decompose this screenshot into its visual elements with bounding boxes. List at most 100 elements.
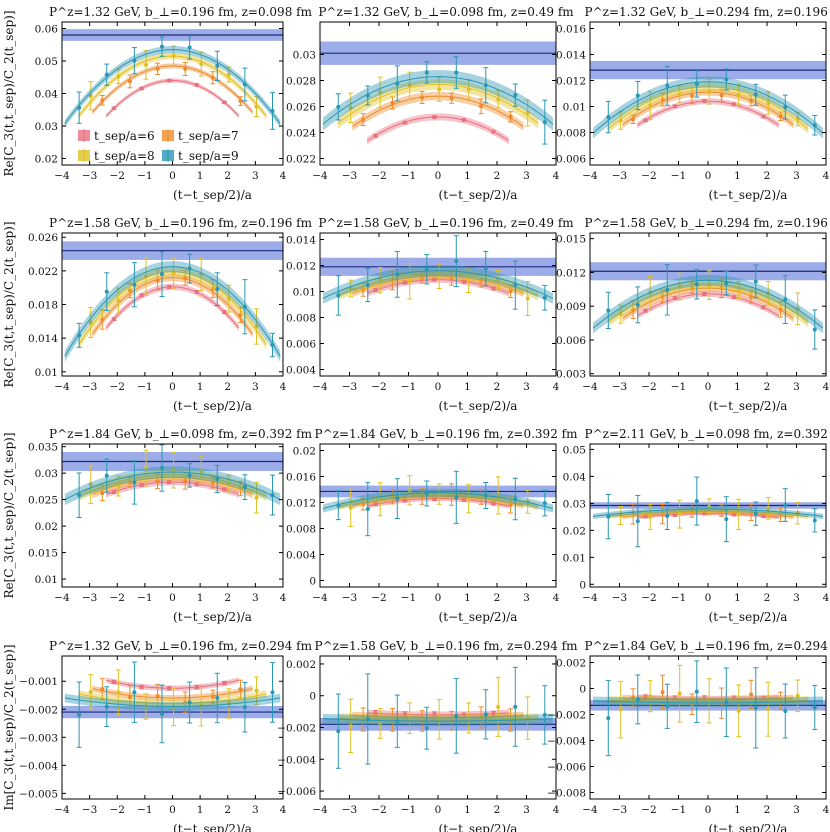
data-point-tsep8 <box>466 702 472 734</box>
data-point-tsep8 <box>407 702 413 734</box>
marker <box>111 679 116 684</box>
marker <box>454 70 459 75</box>
data-point-tsep9 <box>453 235 459 288</box>
marker <box>194 685 199 690</box>
marker <box>665 287 670 292</box>
fit-line-tsep7 <box>92 65 253 113</box>
x-tick-label: 2 <box>224 170 231 182</box>
x-axis-label: (t−t_sep/2)/a <box>709 399 788 413</box>
data-point-tsep6 <box>139 684 145 690</box>
data-point-tsep8 <box>88 307 94 338</box>
x-tick-label: 0 <box>435 804 442 816</box>
marker <box>525 110 530 115</box>
fit-line-tsep9 <box>322 76 554 125</box>
x-tick-label: 1 <box>734 804 741 816</box>
marker <box>242 82 247 87</box>
data-point-tsep7 <box>478 273 484 288</box>
marker <box>731 102 736 107</box>
marker <box>160 711 165 716</box>
x-tick-label: −1 <box>671 804 686 816</box>
panel-title: P^z=1.32 GeV, b_⊥=0.294 fm, z=0.196 fm <box>585 5 830 19</box>
data-point-tsep8 <box>436 699 442 740</box>
fit-line-tsep7 <box>622 511 794 518</box>
data-point-tsep6 <box>731 295 737 300</box>
marker <box>672 296 677 301</box>
data-point-tsep9 <box>605 100 611 134</box>
marker <box>724 700 729 705</box>
data-point-tsep8 <box>115 287 121 315</box>
data-point-tsep6 <box>194 684 200 690</box>
fit-band-tsep6 <box>106 677 239 691</box>
x-tick-label: 1 <box>197 804 204 816</box>
x-tick-label: −4 <box>312 592 328 604</box>
marker <box>187 473 192 478</box>
data-point-tsep7 <box>210 476 216 489</box>
x-tick-label: 0 <box>169 592 176 604</box>
data-point-tsep6 <box>139 483 145 488</box>
data-point-tsep8 <box>795 679 801 713</box>
marker <box>449 275 454 280</box>
data-point-tsep9 <box>365 481 371 537</box>
y-tick-label: 0.022 <box>286 154 316 166</box>
marker <box>100 491 105 496</box>
marker <box>694 81 699 86</box>
y-axis-label: Re[C_3(t,t_sep)/C_2(t_sep)] <box>2 432 16 598</box>
marker <box>631 695 636 700</box>
fit-band-tsep9 <box>64 466 281 506</box>
x-tick-label: 0 <box>169 381 176 393</box>
data-point-tsep9 <box>424 480 430 507</box>
data-point-tsep9 <box>270 92 276 130</box>
marker <box>690 286 695 291</box>
data-point-tsep8 <box>795 292 801 326</box>
marker <box>373 133 378 138</box>
data-point-tsep9 <box>242 67 248 102</box>
data-point-tsep6 <box>431 497 437 502</box>
data-point-tsep7 <box>660 674 666 710</box>
marker <box>461 713 466 718</box>
data-point-tsep6 <box>372 709 378 716</box>
marker <box>155 66 160 71</box>
data-point-tsep9 <box>664 264 670 316</box>
data-point-tsep9 <box>483 689 489 740</box>
panel-6: −4 −3 −2 −1 0 1 2 3 40.0030.0060.0090.0120.015P^… <box>556 216 830 413</box>
data-point-tsep8 <box>677 664 683 723</box>
data-point-tsep9 <box>131 47 137 75</box>
marker <box>77 712 82 717</box>
data-point-tsep7 <box>630 114 636 124</box>
data-point-tsep9 <box>723 68 729 91</box>
fit-band-tsep6 <box>637 98 779 129</box>
data-point-tsep6 <box>490 129 496 134</box>
data-point-tsep6 <box>139 86 145 91</box>
data-point-tsep8 <box>348 488 354 527</box>
y-tick-label: −0.004 <box>19 760 58 772</box>
marker <box>199 62 204 67</box>
y-tick-label: 0.008 <box>556 128 586 140</box>
x-tick-label: −3 <box>612 381 627 393</box>
y-tick-label: 0.02 <box>35 521 58 533</box>
data-point-tsep9 <box>131 661 137 723</box>
fit-line-tsep8 <box>78 473 267 497</box>
data-point-tsep9 <box>159 251 165 298</box>
marker <box>402 280 407 285</box>
x-tick-label: −1 <box>401 381 416 393</box>
x-tick-label: 3 <box>523 592 530 604</box>
data-point-tsep8 <box>377 708 383 739</box>
data-point-tsep6 <box>221 100 227 105</box>
x-tick-label: 1 <box>197 592 204 604</box>
marker <box>643 514 648 519</box>
marker <box>194 82 199 87</box>
marker <box>724 281 729 286</box>
data-point-tsep8 <box>198 455 204 486</box>
data-point-tsep8 <box>226 284 232 313</box>
marker <box>402 712 407 717</box>
marker <box>348 505 353 510</box>
x-tick-label: 2 <box>764 170 771 182</box>
x-tick-label: 2 <box>764 592 771 604</box>
y-tick-label: 0.014 <box>286 235 316 247</box>
x-tick-label: 1 <box>734 381 741 393</box>
data-point-tsep8 <box>253 96 259 117</box>
fit-line-tsep6 <box>366 116 510 142</box>
marker <box>766 506 771 511</box>
data-point-tsep9 <box>812 114 818 136</box>
marker <box>215 287 220 292</box>
